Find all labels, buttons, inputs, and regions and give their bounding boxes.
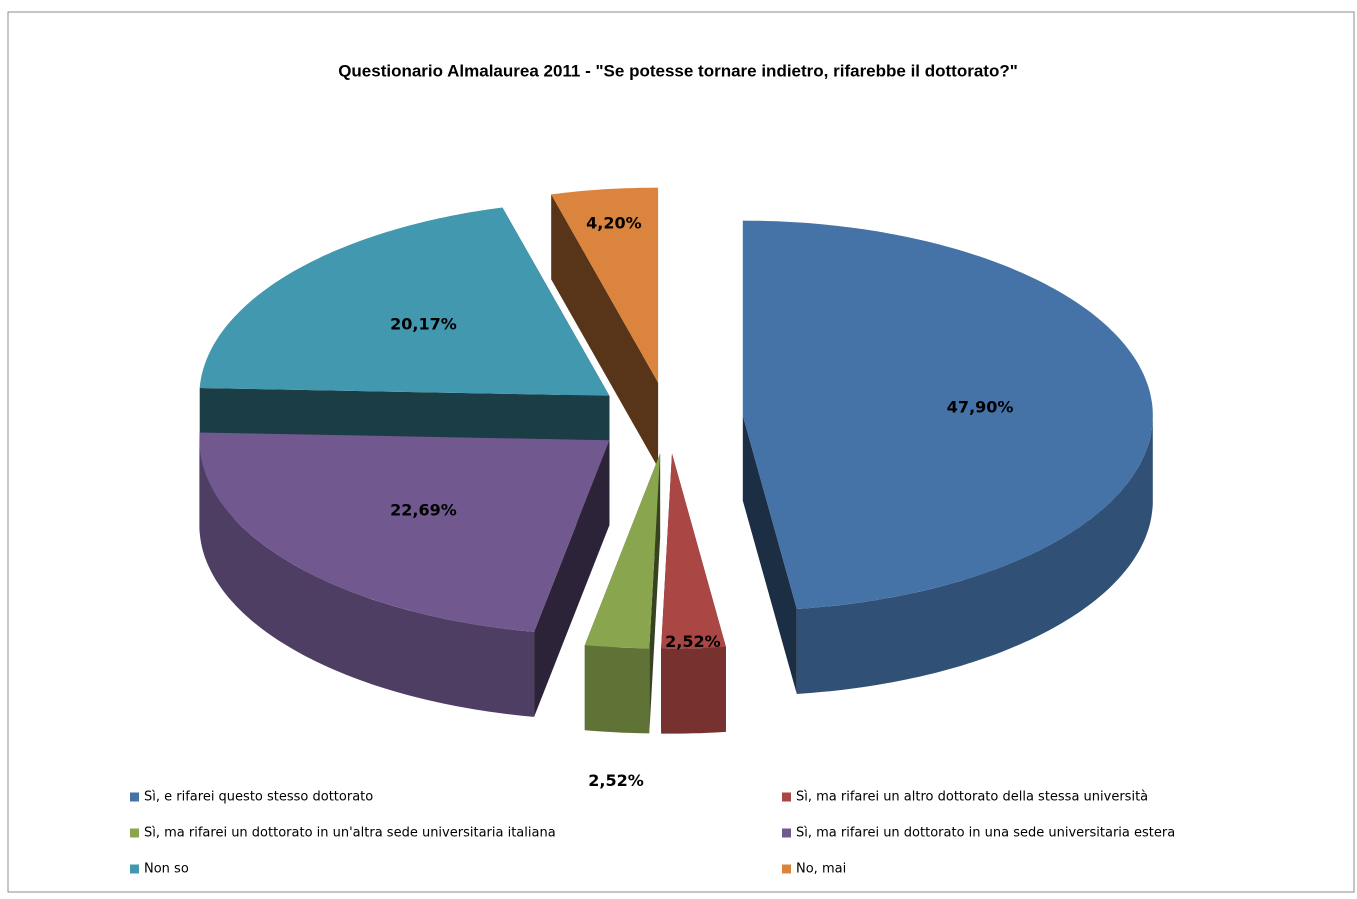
slice-side <box>199 440 535 717</box>
data-label: 2,52% <box>665 632 721 651</box>
slice <box>199 207 610 396</box>
slice-wall <box>742 415 797 694</box>
legend-label: Sì, e rifarei questo stesso dottorato <box>144 790 373 805</box>
chart-title: Questionario Almalaurea 2011 - "Se potes… <box>338 61 1018 80</box>
slice <box>584 453 661 649</box>
legend-swatch <box>782 792 791 802</box>
slice <box>199 432 610 632</box>
slice <box>742 220 1153 609</box>
legend-label: No, mai <box>796 862 846 877</box>
slice-side <box>584 645 650 734</box>
legend-label: Non so <box>144 862 189 877</box>
legend-swatch <box>782 864 791 874</box>
legend-swatch <box>130 792 139 802</box>
legend-label: Sì, ma rifarei un dottorato in un'altra … <box>144 826 556 841</box>
legend-swatch <box>130 828 139 838</box>
legend-label: Sì, ma rifarei un altro dottorato della … <box>796 790 1148 805</box>
slice <box>661 453 726 649</box>
data-label: 4,20% <box>586 214 642 233</box>
legend-label: Sì, ma rifarei un dottorato in una sede … <box>796 826 1175 841</box>
slice-side <box>661 646 726 734</box>
slice-wall <box>551 194 659 468</box>
data-label: 20,17% <box>390 315 457 334</box>
data-label: 2,52% <box>588 771 644 790</box>
data-label: 22,69% <box>390 500 457 519</box>
data-label: 47,90% <box>947 398 1014 417</box>
slice-side <box>796 415 1153 694</box>
slice <box>551 187 659 383</box>
legend-swatch <box>782 828 791 838</box>
legend-swatch <box>130 864 139 874</box>
